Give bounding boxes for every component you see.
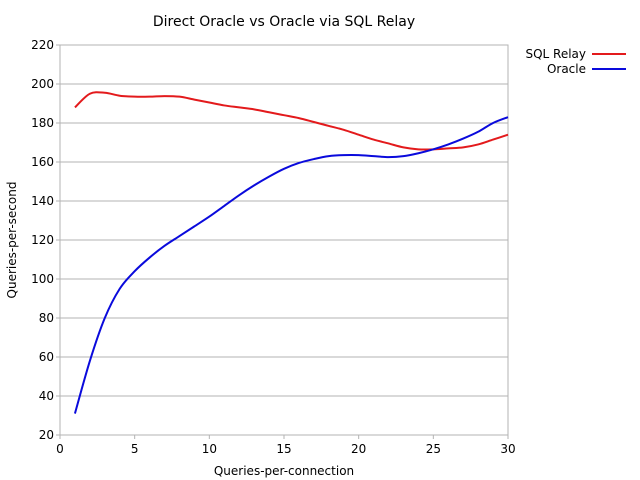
x-tick-label: 15	[276, 442, 291, 456]
y-tick-label: 220	[31, 38, 54, 52]
y-tick-label: 40	[39, 389, 54, 403]
x-tick-label: 25	[426, 442, 441, 456]
x-axis-title: Queries-per-connection	[214, 464, 354, 478]
y-tick-label: 160	[31, 155, 54, 169]
axes: 20 40 60 80 100 120 140 160 180 200 220 0 5 10 15 20 25 3…	[31, 38, 516, 456]
series-line-sql-relay	[74, 91, 509, 151]
y-tick-label: 20	[39, 428, 54, 442]
y-tick-label: 100	[31, 272, 54, 286]
plot-frame	[59, 44, 509, 436]
series-line-oracle	[73, 116, 509, 414]
y-axis-title: Queries-per-second	[5, 182, 19, 299]
y-tick-label: 140	[31, 194, 54, 208]
legend-label-oracle: Oracle	[547, 62, 586, 76]
y-tick-label: 80	[39, 311, 54, 325]
y-tick-label: 120	[31, 233, 54, 247]
x-tick-label: 20	[351, 442, 366, 456]
legend-label-sql-relay: SQL Relay	[525, 47, 586, 61]
x-tick-label: 10	[202, 442, 217, 456]
series-lines	[73, 91, 509, 414]
grid-lines	[60, 44, 508, 436]
x-tick-label: 30	[500, 442, 515, 456]
y-tick-label: 200	[31, 77, 54, 91]
y-tick-label: 180	[31, 116, 54, 130]
x-tick-label: 0	[56, 442, 64, 456]
y-tick-label: 60	[39, 350, 54, 364]
x-tick-label: 5	[131, 442, 139, 456]
chart-title: Direct Oracle vs Oracle via SQL Relay	[153, 14, 415, 30]
